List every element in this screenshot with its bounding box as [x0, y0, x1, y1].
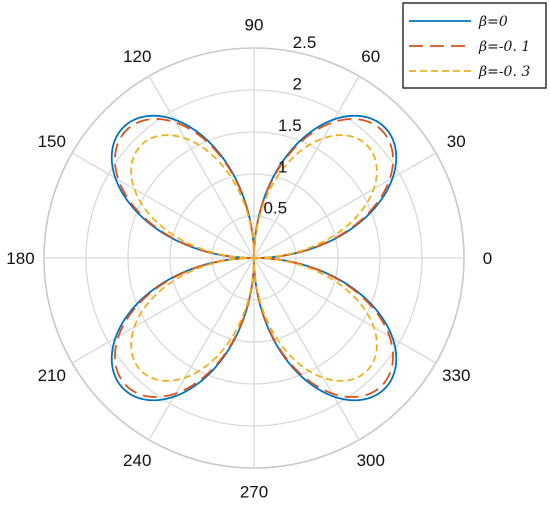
angle-tick-label: 90	[245, 15, 264, 34]
angle-gridline	[253, 152, 437, 259]
angle-tick-label: 30	[447, 132, 466, 151]
angle-gridline	[253, 75, 360, 259]
angle-gridline	[253, 257, 360, 441]
radial-tick-label: 2	[292, 75, 301, 94]
series-line	[130, 134, 378, 382]
radial-tick-label: 2.5	[293, 33, 317, 52]
legend: β=0 β=-0. 1 β=-0. 3	[402, 2, 547, 89]
angle-tick-label: 60	[361, 47, 380, 66]
angle-tick-label: 270	[240, 483, 268, 502]
angle-tick-label: 180	[6, 249, 34, 268]
angle-tick-label: 0	[483, 249, 492, 268]
angle-tick-label: 300	[357, 451, 385, 470]
legend-label: β=-0. 1	[478, 39, 530, 55]
legend-box	[402, 2, 547, 89]
series-layer	[110, 114, 398, 402]
radial-tick-label: 1	[278, 157, 287, 176]
angle-gridline	[148, 75, 255, 259]
angle-tick-label: 210	[38, 366, 66, 385]
polar-grid	[43, 47, 465, 469]
angle-tick-label: 120	[123, 47, 151, 66]
radial-tick-label: 0.5	[263, 199, 287, 218]
legend-label: β=0	[478, 14, 508, 30]
angle-tick-label: 240	[123, 451, 151, 470]
angle-gridline	[71, 152, 255, 259]
legend-label: β=-0. 3	[478, 64, 530, 80]
angle-gridline	[71, 257, 255, 364]
angle-gridline	[253, 257, 437, 364]
angle-gridline	[148, 257, 255, 441]
radial-tick-label: 1.5	[278, 116, 302, 135]
angle-tick-label: 330	[442, 366, 470, 385]
angle-tick-label: 150	[38, 132, 66, 151]
axis-labels: 0 30 60 90 120 150 180 210 240 270 300 330 0.5 1 1.5 2 2…	[6, 15, 492, 501]
